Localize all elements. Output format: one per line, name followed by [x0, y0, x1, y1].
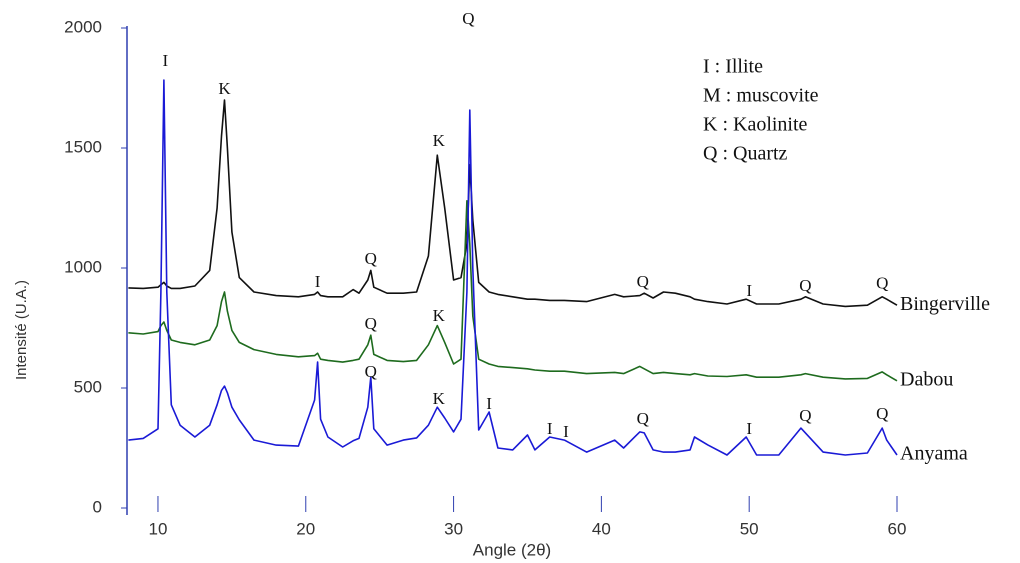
peak-label: Q	[799, 406, 811, 425]
peak-label: Q	[365, 314, 377, 333]
peak-label: Q	[365, 249, 377, 268]
peak-label: I	[547, 419, 553, 438]
y-tick-label: 1000	[64, 257, 102, 276]
y-tick-label: 500	[74, 377, 102, 396]
peak-label: I	[486, 394, 492, 413]
y-tick-label: 1500	[64, 137, 102, 156]
key-entry: I : Illite	[703, 56, 763, 78]
x-tick-label: 20	[296, 519, 315, 538]
series-line	[128, 99, 898, 308]
peak-label: I	[163, 51, 169, 70]
series-label: Dabou	[900, 368, 953, 390]
peak-label: I	[563, 422, 569, 441]
series-line	[128, 200, 898, 382]
peak-label: I	[315, 272, 321, 291]
x-tick-label: 40	[592, 519, 611, 538]
y-tick-label: 0	[93, 497, 102, 516]
x-tick-label: 10	[149, 519, 168, 538]
peak-label: I	[746, 419, 752, 438]
key-entry: K : Kaolinite	[703, 114, 808, 136]
peak-label: K	[433, 389, 446, 408]
peak-label: Q	[365, 362, 377, 381]
peak-label: Q	[637, 409, 649, 428]
series-label: Bingerville	[900, 293, 990, 315]
series-line	[128, 79, 898, 456]
peak-label: Q	[799, 276, 811, 295]
key-entry: M : muscovite	[703, 85, 819, 107]
peak-label: Q	[637, 272, 649, 291]
series-label: Anyama	[900, 443, 968, 465]
peak-label: Q	[876, 274, 888, 293]
key-entry: Q : Quartz	[703, 143, 788, 165]
x-axis-label: Angle (2θ)	[473, 540, 551, 559]
peak-label: Q	[462, 9, 474, 28]
peak-label: K	[218, 79, 231, 98]
peak-label: K	[433, 306, 446, 325]
peak-label: Q	[876, 404, 888, 423]
y-tick-label: 2000	[64, 17, 102, 36]
x-tick-label: 60	[888, 519, 907, 538]
peak-label: K	[433, 131, 446, 150]
x-tick-label: 50	[740, 519, 759, 538]
peak-label: I	[746, 281, 752, 300]
x-tick-label: 30	[444, 519, 463, 538]
y-axis-label: Intensité (U.A.)	[13, 280, 30, 380]
